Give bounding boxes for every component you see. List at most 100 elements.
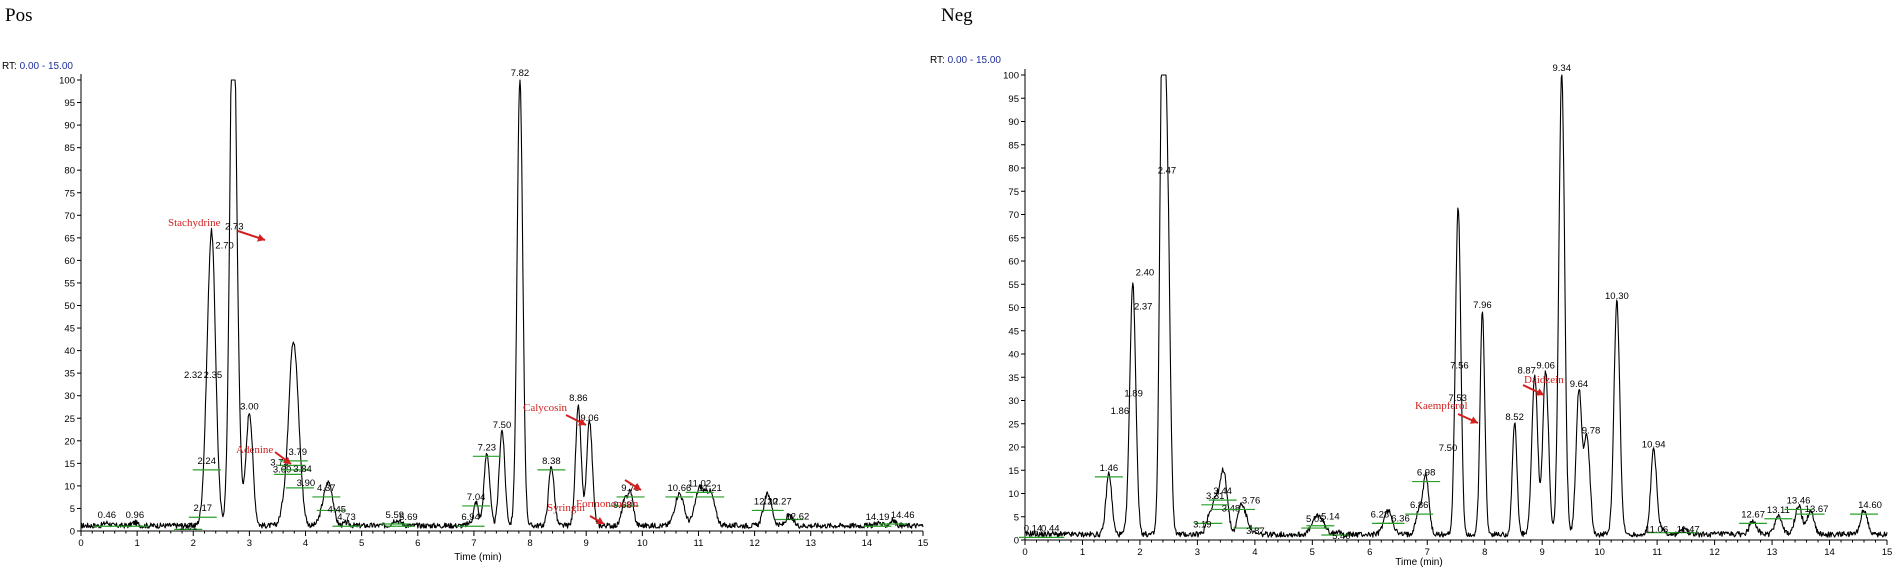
y-tick-label: 20 <box>64 436 75 447</box>
peak-label: 2.24 <box>197 456 216 467</box>
y-tick-label: 40 <box>64 346 75 357</box>
x-tick-label: 11 <box>1652 547 1662 558</box>
x-tick-label: 1 <box>1080 547 1085 558</box>
y-tick-label: 100 <box>59 76 75 87</box>
compound-annotation: Adenine <box>236 444 273 456</box>
peak-label: 9.68 <box>613 500 632 511</box>
rt-prefix: RT: <box>930 55 948 66</box>
y-tick-label: 80 <box>64 166 75 177</box>
rt-range-label: RT: 0.00 - 15.00 <box>930 55 1001 66</box>
peak-label: 7.50 <box>1439 443 1458 454</box>
peak-label: 9.06 <box>580 413 599 424</box>
x-tick-label: 11 <box>694 538 704 549</box>
compound-annotation: Stachydrine <box>168 217 221 229</box>
y-tick-label: 40 <box>1008 350 1019 361</box>
arrowhead <box>577 418 586 426</box>
x-tick-label: 12 <box>749 538 760 549</box>
peak-label: 5.14 <box>1321 512 1340 523</box>
peak-label: 3.87 <box>1246 526 1265 537</box>
peak-label: 7.04 <box>467 492 486 503</box>
peak-label: 9.06 <box>1536 361 1555 372</box>
x-tick-label: 14 <box>1824 547 1835 558</box>
peak-label: 5.59 <box>386 510 405 521</box>
y-tick-label: 60 <box>64 256 75 267</box>
arrowhead <box>283 456 291 464</box>
peak-label: 9.34 <box>1552 63 1571 74</box>
peak-label: 3.69 <box>273 464 292 475</box>
x-tick-label: 9 <box>584 538 589 549</box>
peak-label: 13.11 <box>1767 505 1790 516</box>
x-tick-label: 5 <box>359 538 364 549</box>
peak-label: 8.52 <box>1505 412 1524 423</box>
chromatogram-trace <box>1024 74 1888 538</box>
peak-label: 10.30 <box>1605 291 1629 302</box>
peak-label: 6.86 <box>1410 500 1429 511</box>
x-tick-label: 13 <box>805 538 816 549</box>
peak-label: 3.90 <box>297 478 316 489</box>
compound-annotation: Kaempferol <box>1415 400 1468 412</box>
x-tick-label: 8 <box>527 538 532 549</box>
peak-label: 3.19 <box>1193 519 1212 530</box>
y-tick-label: 55 <box>1008 280 1019 291</box>
peak-label: 0.46 <box>98 510 117 521</box>
y-tick-label: 30 <box>1008 396 1019 407</box>
peak-label: 7.23 <box>478 442 497 453</box>
y-tick-label: 85 <box>64 143 75 154</box>
peak-label: 3.44 <box>1213 486 1232 497</box>
peak-label: 5.69 <box>399 512 418 523</box>
peak-label: 13.46 <box>1787 495 1811 506</box>
x-tick-label: 7 <box>1425 547 1430 558</box>
y-tick-label: 35 <box>1008 373 1019 384</box>
y-tick-label: 75 <box>1008 187 1019 198</box>
peak-label: 3.00 <box>240 402 259 413</box>
x-tick-label: 6 <box>1367 547 1372 558</box>
x-tick-label: 13 <box>1767 547 1778 558</box>
x-axis-title: Time (min) <box>454 552 501 563</box>
peak-label: 7.96 <box>1473 300 1492 311</box>
y-tick-label: 35 <box>64 369 75 380</box>
y-tick-label: 90 <box>1008 117 1019 128</box>
x-tick-label: 6 <box>415 538 420 549</box>
arrowhead <box>1469 416 1478 424</box>
y-tick-label: 90 <box>64 121 75 132</box>
y-tick-label: 20 <box>1008 443 1019 454</box>
y-tick-label: 50 <box>1008 303 1019 314</box>
peak-label: 11.06 <box>1645 525 1668 536</box>
peak-label: 12.27 <box>768 496 792 507</box>
peak-label: 8.38 <box>542 456 561 467</box>
peak-label: 11.47 <box>1677 525 1700 536</box>
y-tick-label: 30 <box>64 391 75 402</box>
peak-label: 2.40 <box>1136 268 1155 279</box>
x-tick-label: 14 <box>862 538 873 549</box>
y-tick-label: 0 <box>1014 536 1019 547</box>
peak-label: 14.60 <box>1858 500 1882 511</box>
x-tick-label: 3 <box>247 538 252 549</box>
peak-label: 7.56 <box>1450 361 1469 372</box>
peak-label: 0.44 <box>1041 523 1060 534</box>
peak-label: 4.73 <box>337 512 356 523</box>
y-tick-label: 45 <box>1008 326 1019 337</box>
y-tick-label: 45 <box>64 324 75 335</box>
x-tick-label: 0 <box>78 538 83 549</box>
peak-label: 6.36 <box>1391 513 1410 524</box>
peak-label: 7.50 <box>493 420 512 431</box>
x-tick-label: 15 <box>1882 547 1893 558</box>
rt-value: 0.00 - 15.00 <box>20 61 74 72</box>
panel-title: Pos <box>5 5 32 26</box>
y-tick-label: 55 <box>64 278 75 289</box>
y-tick-label: 10 <box>64 481 75 492</box>
x-tick-label: 15 <box>918 538 929 549</box>
rt-prefix: RT: <box>2 61 20 72</box>
peak-label: 12.20 <box>754 496 778 507</box>
peak-label: 7.82 <box>511 68 530 79</box>
peak-label: 9.79 <box>621 483 640 494</box>
x-axis-title: Time (min) <box>1395 557 1442 568</box>
compound-annotation: Formononetin <box>576 498 639 510</box>
peak-label: 6.98 <box>1417 468 1436 479</box>
y-tick-label: 50 <box>64 301 75 312</box>
peak-label: 1.46 <box>1100 463 1119 474</box>
x-tick-label: 0 <box>1022 547 1027 558</box>
peak-label: 4.45 <box>328 504 347 515</box>
